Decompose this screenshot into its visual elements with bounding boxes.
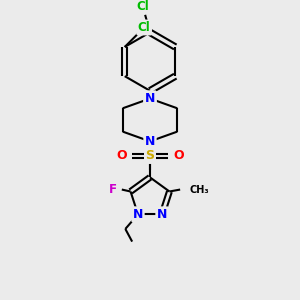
Text: N: N (145, 92, 155, 105)
Text: N: N (145, 135, 155, 148)
Text: O: O (173, 149, 184, 163)
Text: N: N (157, 208, 167, 221)
Text: N: N (145, 92, 155, 105)
Text: CH₃: CH₃ (190, 184, 209, 195)
Text: Cl: Cl (138, 21, 151, 34)
Text: F: F (109, 183, 117, 196)
Text: Cl: Cl (137, 0, 150, 13)
Text: O: O (116, 149, 127, 163)
Text: S: S (146, 149, 154, 163)
Text: N: N (133, 208, 143, 221)
